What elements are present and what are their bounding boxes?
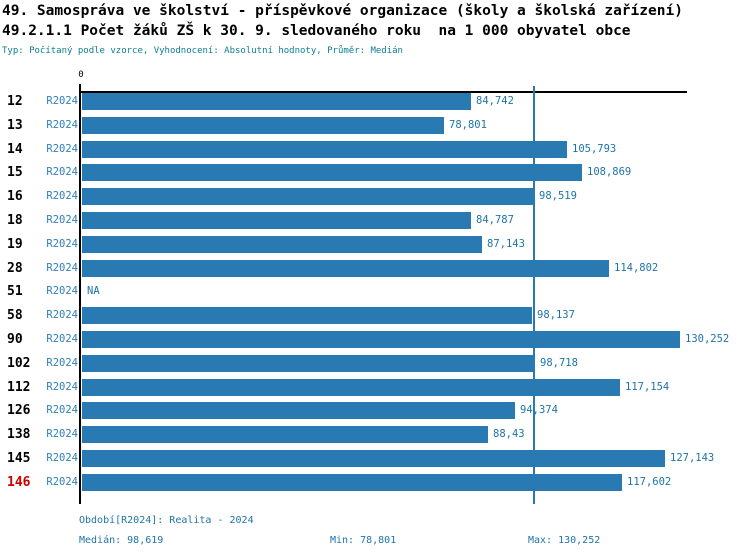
bar: [82, 426, 488, 444]
row-category-label: 112: [7, 379, 31, 395]
chart-row-102: 102 R2024 98,718: [0, 354, 750, 372]
row-category-label: 18: [7, 213, 23, 228]
row-series-label: R2024: [46, 428, 78, 441]
bar: [82, 259, 609, 277]
chart-row-14: 14 R2024 105,793: [0, 140, 750, 158]
bar-value-label: 87,143: [487, 237, 525, 250]
chart-row-13: 13 R2024 78,801: [0, 116, 750, 134]
chart-row-51: 51 R2024 NA: [0, 283, 750, 300]
row-series-label: R2024: [46, 452, 78, 464]
bar-value-label: 98,718: [540, 356, 578, 369]
chart-subtitle: 49.2.1.1 Počet žáků ZŠ k 30. 9. sledovan…: [2, 23, 631, 39]
row-category-label: 51: [7, 284, 23, 300]
chart-row-15: 15 R2024 108,869: [0, 164, 750, 182]
bar-value-label: 88,43: [493, 428, 525, 441]
bar-value-label: 98,519: [539, 190, 577, 203]
row-category-label: 28: [7, 260, 23, 276]
chart-row-18: 18 R2024 84,787: [0, 212, 750, 229]
bar: [82, 93, 471, 110]
bar-value-label: 117,154: [625, 380, 670, 393]
bar: [82, 473, 622, 491]
bar: [82, 212, 471, 229]
row-series-label: R2024: [46, 190, 78, 203]
x-axis-zero-tick-label: 0: [78, 70, 84, 80]
row-category-label: 19: [7, 236, 23, 252]
bar-value-label: 98,137: [537, 309, 575, 322]
row-category-label: 58: [7, 308, 23, 324]
chart-row-146: 146 R2024 117,602: [0, 473, 750, 491]
bar-value-label: 105,793: [572, 142, 617, 155]
row-series-label: R2024: [46, 309, 78, 322]
row-category-label: 16: [7, 189, 23, 205]
bar: [82, 307, 532, 325]
bar-value-label: 117,602: [627, 475, 672, 488]
y-axis-line: [79, 84, 81, 504]
row-series-label: R2024: [46, 285, 78, 298]
bar: [82, 140, 567, 158]
row-category-label: 145: [7, 451, 31, 466]
bar: [82, 378, 620, 396]
chart-row-58: 58 R2024 98,137: [0, 307, 750, 325]
bar: [82, 116, 444, 134]
row-category-label: 13: [7, 117, 23, 133]
bar-value-label: 108,869: [587, 166, 632, 179]
bar-value-label: 84,742: [476, 95, 514, 107]
bar: [82, 450, 665, 467]
row-series-label: R2024: [46, 118, 78, 131]
row-category-label: 138: [7, 427, 31, 443]
footer-period-label: Období[R2024]: Realita - 2024: [79, 515, 254, 526]
row-series-label: R2024: [46, 475, 78, 488]
bar: [82, 354, 535, 372]
chart-title: 49. Samospráva ve školství - příspěvkové…: [2, 3, 683, 19]
row-na-label: NA: [87, 285, 100, 298]
row-series-label: R2024: [46, 380, 78, 393]
bar-value-label: 84,787: [476, 214, 514, 226]
row-category-label: 102: [7, 355, 31, 371]
bar-value-label: 94,374: [520, 404, 558, 417]
row-series-label: R2024: [46, 261, 78, 274]
row-category-label: 126: [7, 403, 31, 419]
chart-row-145: 145 R2024 127,143: [0, 450, 750, 467]
chart-row-28: 28 R2024 114,802: [0, 259, 750, 277]
chart-row-90: 90 R2024 130,252: [0, 331, 750, 348]
bar: [82, 235, 482, 253]
chart-row-12: 12 R2024 84,742: [0, 93, 750, 110]
bar-value-label: 78,801: [449, 118, 487, 131]
chart-row-112: 112 R2024 117,154: [0, 378, 750, 396]
chart-row-16: 16 R2024 98,519: [0, 188, 750, 206]
row-series-label: R2024: [46, 237, 78, 250]
bar-value-label: 127,143: [670, 452, 715, 464]
median-reference-line: [532, 86, 535, 504]
row-series-label: R2024: [46, 404, 78, 417]
footer-min-stat: Min: 78,801: [330, 535, 397, 546]
row-series-label: R2024: [46, 356, 78, 369]
row-series-label: R2024: [46, 214, 78, 226]
row-series-label: R2024: [46, 95, 78, 107]
row-category-label: 12: [7, 94, 23, 109]
bar: [82, 188, 534, 206]
bar: [82, 331, 680, 348]
chart-row-126: 126 R2024 94,374: [0, 402, 750, 420]
row-series-label: R2024: [46, 166, 78, 179]
row-category-label: 90: [7, 332, 23, 347]
bar-value-label: 130,252: [685, 333, 730, 345]
row-series-label: R2024: [46, 333, 78, 345]
chart-row-138: 138 R2024 88,43: [0, 426, 750, 444]
bar: [82, 164, 582, 182]
bar: [82, 402, 515, 420]
row-category-label: 146: [7, 474, 31, 490]
chart-row-19: 19 R2024 87,143: [0, 235, 750, 253]
bar-value-label: 114,802: [614, 261, 659, 274]
footer-median-stat: Medián: 98,619: [79, 535, 164, 546]
x-axis-line: [80, 91, 687, 93]
row-category-label: 14: [7, 141, 23, 157]
row-series-label: R2024: [46, 142, 78, 155]
chart-meta-line: Typ: Počítaný podle vzorce, Vyhodnocení:…: [2, 46, 403, 56]
footer-max-stat: Max: 130,252: [528, 535, 601, 546]
row-category-label: 15: [7, 165, 23, 181]
